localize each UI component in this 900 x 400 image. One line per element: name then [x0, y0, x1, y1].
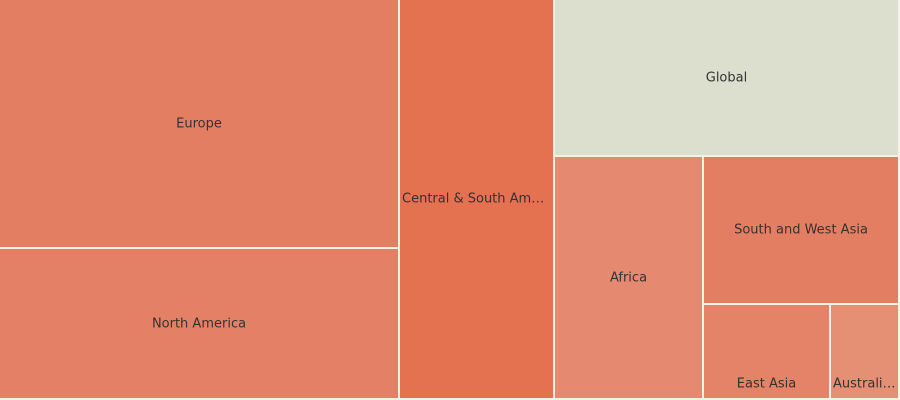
tile-label: Europe	[176, 116, 222, 131]
tile-label: Australia ...	[833, 376, 898, 392]
tile-label: South and West Asia	[734, 222, 868, 238]
tile-label: North America	[151, 316, 247, 331]
tile-label: Central & South Americ...	[402, 191, 553, 207]
treemap-tile-europe[interactable]: Europe	[0, 0, 400, 249]
treemap-tile-south-west-asia[interactable]: South and West Asia	[704, 157, 900, 305]
treemap-tile-global[interactable]: Global	[555, 0, 900, 157]
treemap-tile-east-asia[interactable]: East Asia	[704, 305, 831, 400]
tile-label: East Asia	[736, 376, 797, 392]
treemap-tile-central-south-america[interactable]: Central & South Americ...	[400, 0, 555, 400]
treemap-tile-north-america[interactable]: North America	[0, 249, 400, 400]
tile-label: Global	[705, 70, 748, 85]
treemap-tile-australia[interactable]: Australia ...	[831, 305, 900, 400]
tile-label: Africa	[609, 270, 648, 285]
treemap-tile-africa[interactable]: Africa	[555, 157, 704, 400]
